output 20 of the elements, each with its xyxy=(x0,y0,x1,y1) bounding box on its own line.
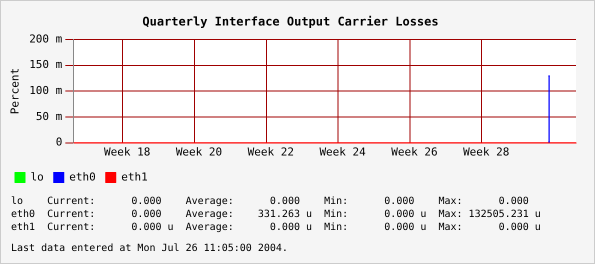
y-tick-label: 0 xyxy=(56,136,62,149)
y-tick-label: 100 m xyxy=(29,84,63,97)
legend-label: lo xyxy=(30,170,44,184)
text: Last data entered at Mon Jul 26 11:05:00 2004. xyxy=(11,242,289,255)
text: eth1 Current: 0.000 u Average: 0.000 u Min: 0.000 u Max: 0.000 u xyxy=(11,221,542,234)
x-tick-label: Week 22 xyxy=(248,145,294,158)
y-axis-title: Percent xyxy=(8,68,22,114)
legend-label: eth0 xyxy=(69,170,96,184)
y-tick-label: 50 m xyxy=(36,110,63,123)
x-tick-label: Week 26 xyxy=(391,145,438,158)
x-tick-label: Week 18 xyxy=(104,145,150,158)
y-tick-label: 150 m xyxy=(29,58,63,72)
x-tick-label: Week 20 xyxy=(176,145,222,158)
legend-label: eth1 xyxy=(121,170,148,184)
x-tick-label: Week 24 xyxy=(319,145,366,158)
chart-title: Quarterly Interface Output Carrier Losses xyxy=(142,14,439,28)
text: lo Current: 0.000 Average: 0.000 Min: 0.000 Max: 0.000 xyxy=(11,195,530,208)
text: eth0 Current: 0.000 Average: 331.263 u Min: 0.000 u Max: 132505.231 u xyxy=(11,208,542,221)
x-tick-label: Week 28 xyxy=(463,145,510,158)
y-tick-label: 200 m xyxy=(29,32,63,46)
